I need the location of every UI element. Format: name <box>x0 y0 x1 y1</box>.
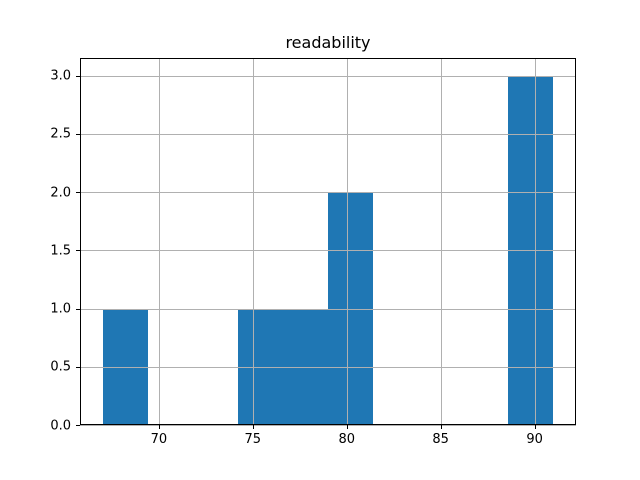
x-gridline <box>534 58 536 425</box>
y-gridline <box>80 308 576 310</box>
y-tick <box>76 425 80 426</box>
y-tick <box>76 308 80 310</box>
y-tick <box>76 366 80 368</box>
x-gridline <box>158 58 160 425</box>
y-gridline <box>80 133 576 135</box>
x-tick-label: 85 <box>432 432 449 447</box>
y-tick-label: 2.0 <box>50 185 71 200</box>
y-tick <box>76 250 80 252</box>
y-tick-label: 3.0 <box>50 68 71 84</box>
y-gridline <box>80 192 576 193</box>
y-gridline <box>80 366 576 368</box>
y-gridline <box>80 250 576 252</box>
x-tick <box>440 425 442 429</box>
y-tick <box>76 133 80 135</box>
x-tick <box>346 425 348 429</box>
x-tick-label: 90 <box>526 432 543 447</box>
x-gridline <box>346 58 348 425</box>
x-tick-label: 70 <box>150 432 168 447</box>
y-tick-label: 0.0 <box>50 418 71 433</box>
chart-title: readability <box>285 33 371 52</box>
x-gridline <box>440 58 442 425</box>
y-tick-label: 2.5 <box>50 126 71 142</box>
y-tick-label: 1.5 <box>50 243 71 259</box>
x-tick <box>534 425 536 429</box>
x-tick-label: 80 <box>338 432 356 447</box>
x-tick <box>158 425 160 429</box>
x-gridline <box>252 58 254 425</box>
y-tick-label: 1.0 <box>50 301 71 317</box>
y-gridline <box>80 425 576 426</box>
x-tick <box>252 425 254 429</box>
y-gridline <box>80 75 576 77</box>
x-tick-label: 75 <box>244 432 262 447</box>
y-tick <box>76 75 80 77</box>
y-tick <box>76 192 80 193</box>
y-tick-label: 0.5 <box>50 359 71 375</box>
